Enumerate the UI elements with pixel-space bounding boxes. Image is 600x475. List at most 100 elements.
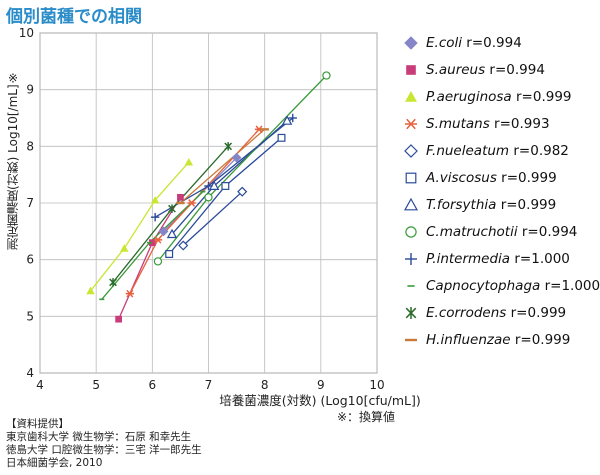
legend-r-value: r=0.994 — [485, 62, 545, 78]
legend-marker-icon — [404, 144, 418, 158]
legend-label: A.viscosus r=0.999 — [426, 170, 557, 186]
axis-ticks: 4 5 6 7 8 9 10 4 5 6 7 8 9 10 — [19, 26, 385, 392]
x-tick-label: 7 — [205, 378, 213, 392]
legend-label: Capnocytophaga r=1.000 — [426, 278, 600, 294]
data-point — [277, 133, 286, 142]
legend-series-name: H.influenzae — [426, 332, 511, 348]
data-point — [322, 71, 331, 80]
legend-marker-icon — [405, 118, 417, 130]
data-point — [153, 257, 163, 266]
series-markers — [86, 71, 331, 323]
legend-item: Capnocytophaga r=1.000 — [402, 275, 600, 297]
source-line: 【資料提供】 — [6, 418, 69, 430]
y-tick-label: 4 — [26, 366, 34, 380]
legend-label: C.matruchotii r=0.994 — [426, 224, 577, 240]
x-tick-label: 4 — [36, 378, 44, 392]
source-line: 徳島大学 口腔微生物学：三宅 洋一郎先生 — [6, 444, 202, 456]
legend-item: T.forsythia r=0.999 — [402, 194, 556, 216]
legend-marker-icon — [407, 285, 415, 287]
legend-marker-icon — [404, 36, 418, 50]
y-tick-label: 9 — [26, 83, 34, 97]
legend-series-name: F.nueleatum — [426, 143, 510, 159]
data-point — [177, 193, 184, 201]
legend-r-value: r=1.000 — [510, 251, 570, 267]
y-tick-label: 6 — [26, 253, 34, 267]
legend-label: S.aureus r=0.994 — [426, 62, 545, 78]
legend-item: E.corrodens r=0.999 — [402, 302, 566, 324]
data-point — [404, 36, 418, 50]
source-line: 東京歯科大学 微生物学：石原 和幸先生 — [6, 431, 192, 443]
plot-grid — [39, 32, 378, 374]
data-point — [86, 286, 95, 295]
legend-item: P.intermedia r=1.000 — [402, 248, 570, 270]
legend-marker-icon — [405, 253, 417, 265]
legend-series-name: P.aeruginosa — [426, 89, 512, 105]
legend-r-value: r=0.993 — [489, 116, 550, 132]
x-axis-label: 培養菌濃度(対数) (Log10[cfu/mL]) — [219, 393, 421, 408]
legend-marker-icon — [406, 65, 416, 75]
data-point — [204, 193, 213, 202]
legend-series-name: E.corrodens — [426, 305, 507, 321]
conversion-note: ※：換算値 — [336, 410, 395, 424]
data-point — [184, 158, 194, 166]
legend-item: H.influenzae r=0.999 — [402, 329, 570, 351]
y-tick-label: 5 — [26, 309, 34, 323]
y-tick-label: 7 — [26, 196, 34, 210]
data-point — [237, 186, 248, 197]
legend-label: S.mutans r=0.993 — [426, 116, 550, 132]
data-point — [403, 197, 419, 211]
data-point — [120, 244, 129, 252]
data-point — [405, 172, 417, 184]
data-point — [165, 250, 174, 258]
data-point — [150, 195, 160, 204]
data-point — [231, 152, 242, 163]
legend-series-name: S.mutans — [426, 116, 490, 132]
data-point — [405, 118, 417, 130]
x-tick-label: 10 — [369, 378, 384, 392]
legend-label: F.nueleatum r=0.982 — [426, 143, 569, 159]
data-point — [115, 315, 122, 323]
series-line — [129, 128, 260, 294]
data-point — [405, 253, 417, 265]
legend-r-value: r=0.999 — [496, 170, 557, 186]
data-point — [281, 115, 293, 125]
series-line — [179, 128, 266, 204]
legend-r-value: r=0.999 — [510, 332, 571, 348]
legend-marker-icon — [405, 226, 417, 238]
y-axis-label: 測定菌濃度(対数) Log10[/mL]※ — [6, 70, 20, 250]
legend-label: P.aeruginosa r=0.999 — [426, 89, 572, 105]
legend-r-value: r=0.999 — [511, 89, 572, 105]
x-tick-label: 5 — [92, 378, 100, 392]
legend-series-name: P.intermedia — [426, 251, 511, 267]
legend-item: A.viscosus r=0.999 — [402, 167, 557, 189]
x-tick-label: 9 — [317, 378, 325, 392]
source-credits: 【資料提供】 東京歯科大学 微生物学：石原 和幸先生 徳島大学 口腔微生物学：三宅 … — [6, 418, 202, 470]
legend-label: T.forsythia r=0.999 — [426, 197, 556, 213]
data-point — [405, 226, 417, 238]
legend-label: E.corrodens r=0.999 — [426, 305, 566, 321]
data-point — [187, 199, 196, 207]
data-point — [150, 212, 160, 222]
legend-r-value: r=0.982 — [509, 143, 569, 159]
y-tick-label: 8 — [26, 139, 34, 153]
data-point — [178, 240, 189, 251]
scatter-plot: 4 5 6 7 8 9 10 4 5 6 7 8 9 10 — [19, 26, 385, 392]
data-point — [204, 181, 213, 191]
data-point — [406, 65, 416, 75]
legend-item: C.matruchotii r=0.994 — [402, 221, 577, 243]
legend-marker-icon — [405, 91, 417, 102]
legend-series-name: C.matruchotii — [426, 224, 518, 240]
legend-r-value: r=0.999 — [496, 197, 557, 213]
legend-item: P.aeruginosa r=0.999 — [402, 86, 572, 108]
data-point — [158, 226, 169, 237]
data-point — [125, 289, 135, 298]
data-point — [153, 235, 163, 244]
legend-item: S.mutans r=0.993 — [402, 113, 550, 135]
data-point — [404, 144, 418, 158]
data-point — [288, 113, 297, 123]
legend-item: F.nueleatum r=0.982 — [402, 140, 569, 162]
series-line — [182, 191, 243, 246]
data-point — [405, 307, 417, 319]
legend-r-value: r=1.000 — [540, 278, 600, 294]
data-point — [224, 142, 233, 151]
